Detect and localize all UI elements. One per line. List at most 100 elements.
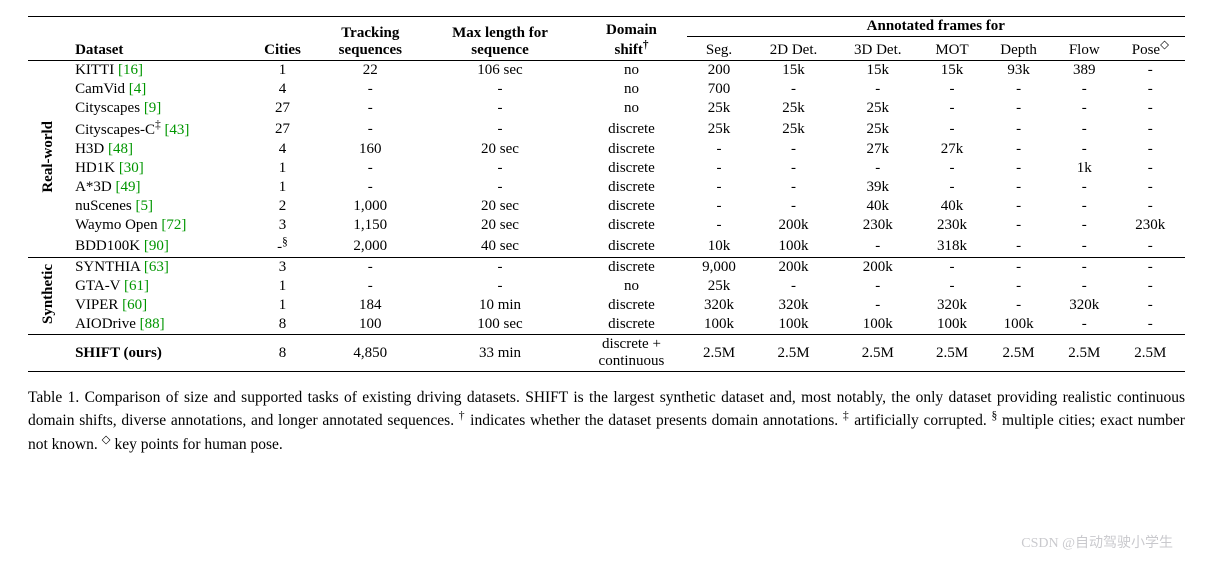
cell-depth: 93k xyxy=(984,61,1053,81)
cell-track: - xyxy=(317,118,424,140)
cell-maxlen: 106 sec xyxy=(424,61,577,81)
cell-cities: 8 xyxy=(248,315,317,335)
cell-cities: 4 xyxy=(248,140,317,159)
cell-d3d: - xyxy=(836,296,920,315)
cell-d2d: - xyxy=(751,159,835,178)
col-maxlen: Max length for sequence xyxy=(424,17,577,61)
cell-maxlen: 10 min xyxy=(424,296,577,315)
cell-dataset: Cityscapes-C‡ [43] xyxy=(69,118,248,140)
cell-dataset: H3D [48] xyxy=(69,140,248,159)
cell-flow: 2.5M xyxy=(1053,335,1115,372)
table-row-ours: SHIFT (ours) 8 4,850 33 min discrete + c… xyxy=(28,335,1185,372)
cell-track: 1,150 xyxy=(317,216,424,235)
cell-flow: - xyxy=(1053,315,1115,335)
cell-maxlen: 20 sec xyxy=(424,197,577,216)
cell-pose: - xyxy=(1115,197,1185,216)
cell-2d: 2.5M xyxy=(751,335,835,372)
cell-mot: 15k xyxy=(920,61,984,81)
citation: [48] xyxy=(108,141,133,157)
cell-pose: - xyxy=(1115,99,1185,118)
cell-mot: - xyxy=(920,118,984,140)
cell-track: - xyxy=(317,178,424,197)
citation: [5] xyxy=(135,198,153,214)
cell-maxlen: 100 sec xyxy=(424,315,577,335)
cell-shift: no xyxy=(576,99,686,118)
cell-cities: 3 xyxy=(248,216,317,235)
cell-shift: discrete xyxy=(576,197,686,216)
cell-track: 4,850 xyxy=(317,335,424,372)
cell-mot: - xyxy=(920,80,984,99)
cell-flow: - xyxy=(1053,140,1115,159)
cell-pose: - xyxy=(1115,315,1185,335)
cell-shift: no xyxy=(576,80,686,99)
table-row: CamVid [4]4--no700------ xyxy=(28,80,1185,99)
cell-seg: - xyxy=(687,216,752,235)
cell-seg: - xyxy=(687,140,752,159)
cell-d2d: - xyxy=(751,140,835,159)
cell-shift: discrete xyxy=(576,216,686,235)
cell-dataset: SYNTHIA [63] xyxy=(69,258,248,278)
cell-shift: discrete xyxy=(576,178,686,197)
col-pose: Pose◇ xyxy=(1115,37,1185,61)
cell-depth: 2.5M xyxy=(984,335,1053,372)
cell-track: - xyxy=(317,258,424,278)
citation: [9] xyxy=(144,100,162,116)
citation: [60] xyxy=(122,297,147,313)
cell-mot: 320k xyxy=(920,296,984,315)
cell-track: - xyxy=(317,159,424,178)
cell-maxlen: 20 sec xyxy=(424,216,577,235)
cell-flow: 1k xyxy=(1053,159,1115,178)
cell-d3d: 25k xyxy=(836,118,920,140)
cell-pose: - xyxy=(1115,296,1185,315)
cell-d2d: 320k xyxy=(751,296,835,315)
cell-mot: 27k xyxy=(920,140,984,159)
cell-shift: discrete xyxy=(576,235,686,258)
citation: [61] xyxy=(124,278,149,294)
cell-d2d: - xyxy=(751,277,835,296)
cell-track: 22 xyxy=(317,61,424,81)
cell-flow: - xyxy=(1053,178,1115,197)
cell-d3d: 40k xyxy=(836,197,920,216)
cell-seg: 25k xyxy=(687,277,752,296)
col-mot: MOT xyxy=(920,37,984,61)
table-row: GTA-V [61]1--no25k------ xyxy=(28,277,1185,296)
cell-pose: 2.5M xyxy=(1115,335,1185,372)
cell-shift: discrete xyxy=(576,159,686,178)
cell-track: 160 xyxy=(317,140,424,159)
cell-dataset: nuScenes [5] xyxy=(69,197,248,216)
col-annotated-span: Annotated frames for xyxy=(687,17,1185,37)
cell-mot: - xyxy=(920,277,984,296)
cell-seg: 700 xyxy=(687,80,752,99)
cell-mot: - xyxy=(920,99,984,118)
citation: [90] xyxy=(144,238,169,254)
cell-depth: - xyxy=(984,296,1053,315)
cell-depth: - xyxy=(984,216,1053,235)
cell-pose: - xyxy=(1115,277,1185,296)
cell-depth: - xyxy=(984,235,1053,258)
cell-shift: no xyxy=(576,277,686,296)
table-row: SyntheticSYNTHIA [63]3--discrete9,000200… xyxy=(28,258,1185,278)
cell-d3d: 15k xyxy=(836,61,920,81)
cell-d3d: 39k xyxy=(836,178,920,197)
cell-mot: - xyxy=(920,258,984,278)
cell-cities: 27 xyxy=(248,99,317,118)
cell-depth: - xyxy=(984,118,1053,140)
cell-mot: 318k xyxy=(920,235,984,258)
cell-flow: - xyxy=(1053,99,1115,118)
cell-mot: 40k xyxy=(920,197,984,216)
cell-d2d: 200k xyxy=(751,258,835,278)
cell-d2d: - xyxy=(751,80,835,99)
cell-cities: 3 xyxy=(248,258,317,278)
cell-shift: discrete xyxy=(576,258,686,278)
cell-dataset: KITTI [16] xyxy=(69,61,248,81)
cell-maxlen: - xyxy=(424,277,577,296)
table-row: Waymo Open [72]31,15020 secdiscrete-200k… xyxy=(28,216,1185,235)
cell-shift: discrete xyxy=(576,140,686,159)
cell-pose: - xyxy=(1115,80,1185,99)
cell-pose: - xyxy=(1115,178,1185,197)
table-row: H3D [48]416020 secdiscrete--27k27k--- xyxy=(28,140,1185,159)
cell-d3d: - xyxy=(836,277,920,296)
cell-cities: -§ xyxy=(248,235,317,258)
cell-cities: 2 xyxy=(248,197,317,216)
table-row: BDD100K [90]-§2,00040 secdiscrete10k100k… xyxy=(28,235,1185,258)
